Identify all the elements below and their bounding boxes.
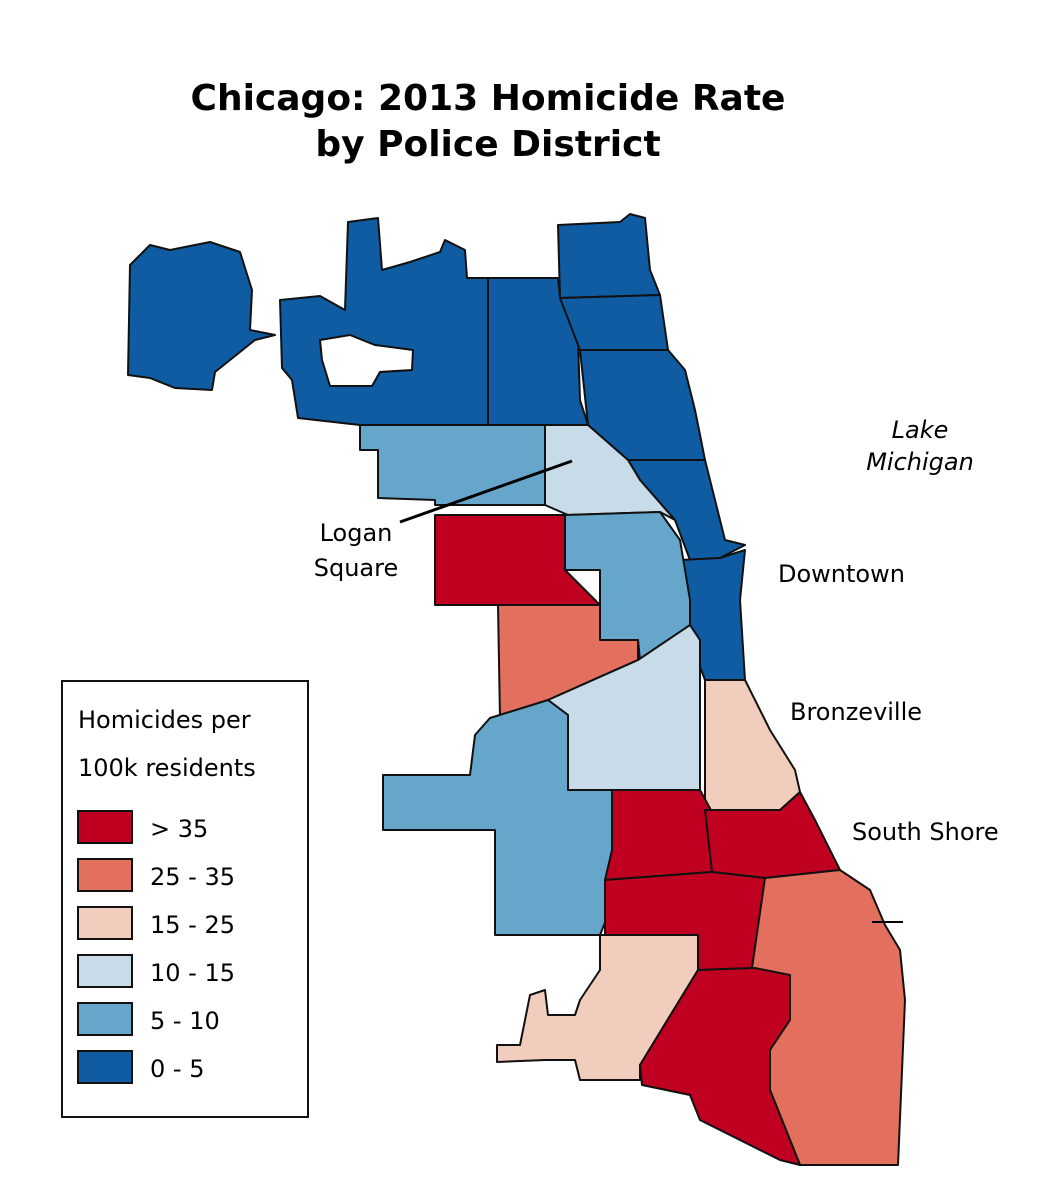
legend-swatch [77, 810, 133, 844]
legend-label: 15 - 25 [150, 911, 235, 939]
hole [318, 333, 415, 387]
legend-title: 100k residents [78, 754, 256, 782]
district [559, 294, 669, 351]
legend-label: > 35 [150, 815, 208, 843]
legend-swatch [77, 1050, 133, 1084]
district [639, 967, 801, 1166]
legend-swatch [77, 1002, 133, 1036]
district [557, 213, 661, 299]
legend-label: 5 - 10 [150, 1007, 220, 1035]
place-label: Logan [320, 519, 393, 547]
legend-title: Homicides per [78, 706, 251, 734]
districts [127, 213, 906, 1166]
leader-line [399, 459, 573, 524]
district [544, 424, 676, 521]
legend-swatch [77, 858, 133, 892]
district [127, 241, 276, 391]
district [382, 699, 613, 936]
place-label: Michigan [866, 448, 974, 476]
place-label: Bronzeville [790, 698, 922, 726]
district [604, 789, 713, 881]
legend-label: 0 - 5 [150, 1055, 204, 1083]
district [359, 424, 546, 506]
title: Chicago: 2013 Homicide Rate [191, 78, 786, 119]
legend-swatch [77, 954, 133, 988]
legend-swatch [77, 906, 133, 940]
place-label: Lake [892, 416, 949, 444]
legend-label: 25 - 35 [150, 863, 235, 891]
legend-box [61, 680, 309, 1118]
legend-label: 10 - 15 [150, 959, 235, 987]
place-label: South Shore [852, 818, 999, 846]
title: by Police District [315, 124, 660, 165]
place-label: Downtown [778, 560, 905, 588]
place-label: Square [314, 554, 399, 582]
legend: Homicides per 100k residents > 35 25 - 35… [61, 680, 309, 1118]
